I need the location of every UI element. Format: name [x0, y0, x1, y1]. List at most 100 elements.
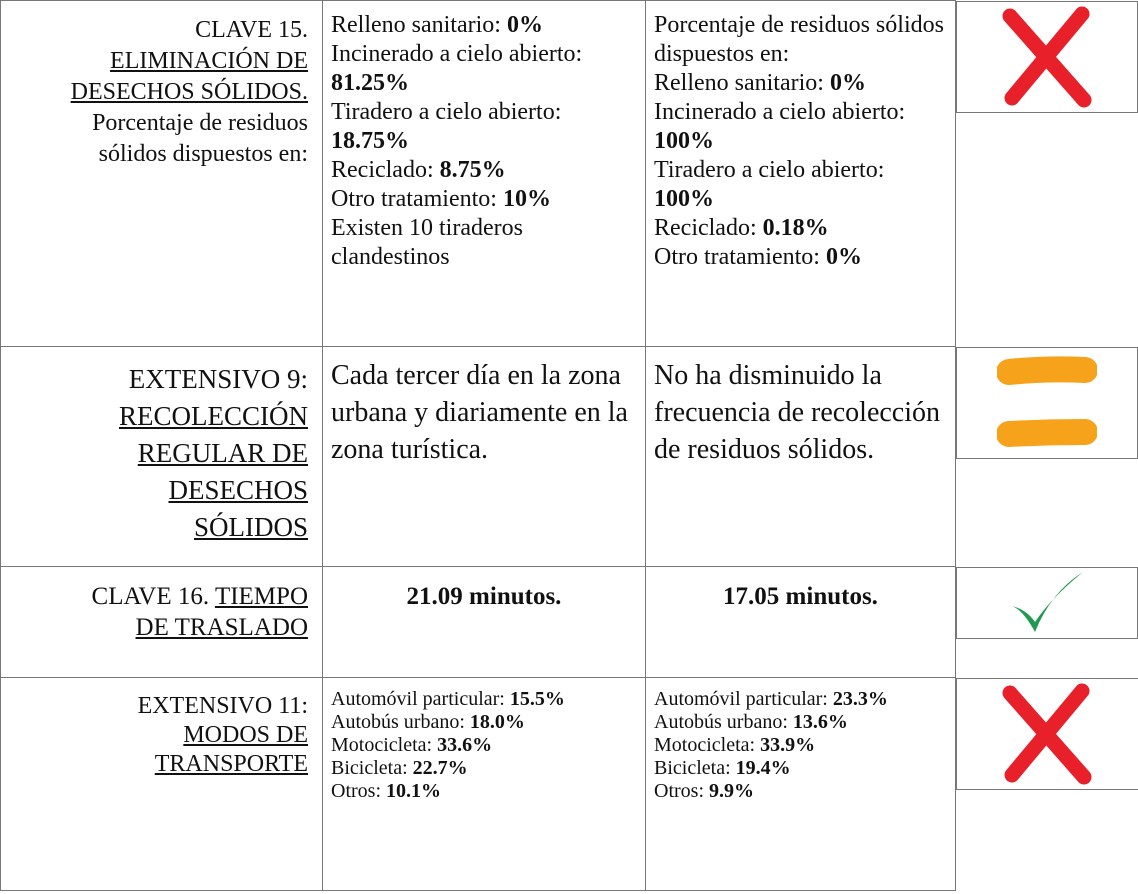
cell-item: Incinerado a cielo abierto: 100%: [654, 98, 947, 156]
item-label: Otros:: [654, 780, 704, 802]
item-value: 0%: [506, 12, 543, 38]
item-label: Otro tratamiento:: [654, 244, 820, 270]
before-cell: Cada tercer día en la zona urbana y diar…: [322, 346, 646, 567]
status-cell: [956, 677, 1138, 790]
status-cell: [956, 566, 1138, 639]
item-label: Otros:: [331, 780, 381, 802]
item-label: Bicicleta:: [331, 757, 408, 779]
cell-item: Incinerado a cielo abierto: 81.25%: [331, 40, 637, 98]
cell-item: Automóvil particular: 23.3%: [654, 688, 947, 711]
item-value: 9.9%: [709, 780, 754, 802]
after-cell: Automóvil particular: 23.3% Autobús urban…: [645, 677, 956, 891]
cell-item: Otros: 10.1%: [331, 780, 637, 803]
item-value: 15.5%: [509, 688, 565, 710]
item-value: 23.3%: [832, 688, 888, 710]
item-label: Reciclado:: [331, 157, 434, 183]
table-row: CLAVE 16. TIEMPO DE TRASLADO 21.09 minuto…: [0, 566, 1138, 678]
equal-icon: [997, 355, 1097, 447]
cell-note: Existen 10 tiraderos clandestinos: [331, 215, 523, 270]
item-value: 33.6%: [437, 734, 493, 756]
item-value: 18.75%: [331, 128, 409, 154]
item-label: Motocicleta:: [654, 734, 756, 756]
cell-item: Reciclado: 0.18%: [654, 214, 947, 243]
cell-item: Bicicleta: 22.7%: [331, 757, 637, 780]
cell-item: Autobús urbano: 18.0%: [331, 711, 637, 734]
cell-item: Reciclado: 8.75%: [331, 156, 637, 185]
item-label: Relleno sanitario:: [331, 12, 501, 38]
item-label: Automóvil particular:: [331, 688, 505, 710]
item-value: 19.4%: [735, 757, 791, 779]
table-row: EXTENSIVO 9: RECOLECCIÓN REGULAR DE DESE…: [0, 346, 1138, 567]
item-label: Relleno sanitario:: [654, 70, 824, 96]
table-row: CLAVE 15. ELIMINACIÓN DE DESECHOS SÓLIDO…: [0, 0, 1138, 347]
item-label: Incinerado a cielo abierto:: [654, 99, 906, 125]
after-cell: Porcentaje de residuos sólidos dispuesto…: [645, 0, 956, 347]
item-label: Incinerado a cielo abierto:: [331, 41, 583, 67]
indicator-cell: EXTENSIVO 11: MODOS DE TRANSPORTE: [0, 677, 323, 891]
cell-text: Cada tercer día en la zona urbana y diar…: [331, 360, 628, 465]
indicator-title: TIEMPO DE TRASLADO: [135, 583, 308, 641]
cell-item: Otro tratamiento: 10%: [331, 185, 637, 214]
indicator-cell: EXTENSIVO 9: RECOLECCIÓN REGULAR DE DESE…: [0, 346, 323, 567]
indicator-code: EXTENSIVO 11:: [137, 693, 308, 719]
cell-item: Bicicleta: 19.4%: [654, 757, 947, 780]
indicator-cell: CLAVE 15. ELIMINACIÓN DE DESECHOS SÓLIDO…: [0, 0, 323, 347]
status-cell: [956, 0, 1138, 113]
item-value: 0%: [825, 244, 862, 270]
item-value: 100%: [654, 128, 714, 154]
item-value: 81.25%: [331, 70, 409, 96]
item-label: Motocicleta:: [331, 734, 433, 756]
check-icon: [1012, 571, 1083, 632]
item-value: 0.18%: [762, 215, 829, 241]
indicator-title: RECOLECCIÓN REGULAR DE DESECHOS SÓLIDOS: [119, 401, 308, 542]
indicator-cell: CLAVE 16. TIEMPO DE TRASLADO: [0, 566, 323, 678]
status-icon: [1007, 568, 1087, 638]
item-label: Otro tratamiento:: [331, 186, 497, 212]
indicator-code: CLAVE 15.: [195, 17, 308, 43]
item-label: Bicicleta:: [654, 757, 731, 779]
after-cell: 17.05 minutos.: [645, 566, 956, 678]
item-label: Reciclado:: [654, 215, 757, 241]
table-row: EXTENSIVO 11: MODOS DE TRANSPORTE Automóv…: [0, 677, 1138, 891]
cell-item: Tiradero a cielo abierto: 18.75%: [331, 98, 637, 156]
item-label: Tiradero a cielo abierto:: [654, 157, 885, 183]
item-value: 10%: [502, 186, 551, 212]
cell-text: 21.09 minutos.: [406, 583, 562, 610]
before-cell: Automóvil particular: 15.5% Autobús urban…: [322, 677, 646, 891]
after-cell: No ha disminuido la frecuencia de recole…: [645, 346, 956, 567]
cross-icon: [1002, 6, 1092, 107]
cell-item: Tiradero a cielo abierto: 100%: [654, 156, 947, 214]
cross-icon: [1002, 683, 1092, 784]
cell-item: Otros: 9.9%: [654, 780, 947, 803]
item-value: 33.9%: [760, 734, 816, 756]
cell-item: Otro tratamiento: 0%: [654, 243, 947, 272]
item-value: 0%: [829, 70, 866, 96]
cell-text: No ha disminuido la frecuencia de recole…: [654, 360, 941, 465]
item-value: 13.6%: [792, 711, 848, 733]
cell-intro: Porcentaje de residuos sólidos dispuesto…: [654, 12, 944, 67]
cell-item: Relleno sanitario: 0%: [654, 69, 947, 98]
item-label: Autobús urbano:: [654, 711, 788, 733]
cell-item: Motocicleta: 33.6%: [331, 734, 637, 757]
item-value: 22.7%: [412, 757, 468, 779]
item-label: Autobús urbano:: [331, 711, 465, 733]
indicator-note: Porcentaje de residuos sólidos dispuesto…: [92, 110, 308, 167]
item-value: 8.75%: [439, 157, 506, 183]
indicator-code: CLAVE 16.: [91, 583, 210, 610]
item-value: 100%: [654, 186, 714, 212]
cell-item: Automóvil particular: 15.5%: [331, 688, 637, 711]
status-icon: [992, 679, 1102, 789]
item-label: Automóvil particular:: [654, 688, 828, 710]
status-icon: [992, 2, 1102, 112]
cell-item: Relleno sanitario: 0%: [331, 11, 637, 40]
cell-text: 17.05 minutos.: [723, 583, 878, 610]
before-cell: 21.09 minutos.: [322, 566, 646, 678]
item-label: Tiradero a cielo abierto:: [331, 99, 562, 125]
item-value: 18.0%: [469, 711, 525, 733]
indicator-title: ELIMINACIÓN DE DESECHOS SÓLIDOS.: [70, 48, 308, 105]
item-value: 10.1%: [386, 780, 441, 802]
before-cell: Relleno sanitario: 0% Incinerado a cielo …: [322, 0, 646, 347]
